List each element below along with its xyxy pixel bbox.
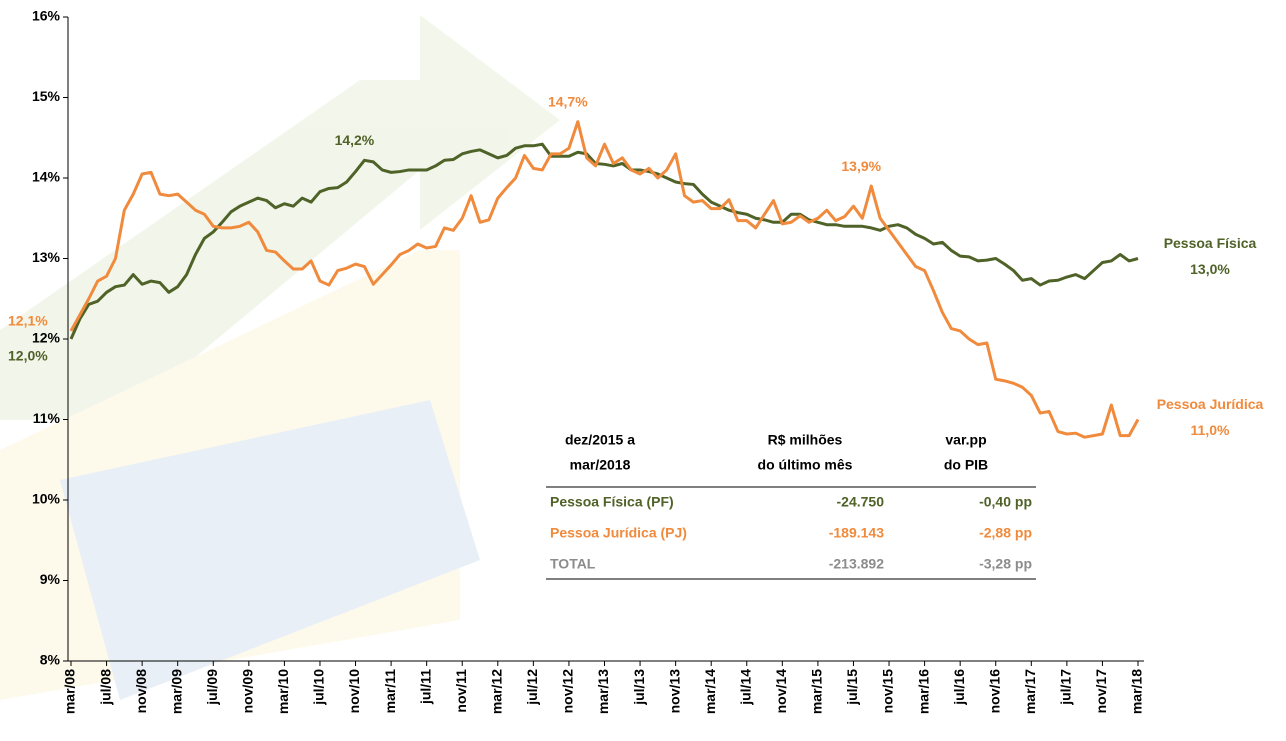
table-header: do último mês — [758, 457, 853, 473]
data-label: 12,1% — [8, 313, 48, 329]
table-cell: Pessoa Jurídica (PJ) — [550, 525, 687, 541]
table-header: R$ milhões — [768, 432, 843, 448]
table-cell: -2,88 pp — [979, 525, 1032, 541]
background — [0, 15, 560, 700]
x-tick-label: mar/14 — [702, 669, 718, 714]
data-label: 11,0% — [1191, 422, 1230, 438]
x-tick-label: nov/15 — [880, 669, 896, 714]
x-tick-label: jul/11 — [417, 669, 433, 705]
table-cell: TOTAL — [550, 556, 596, 572]
x-tick-label: jul/12 — [524, 669, 540, 706]
table-header: mar/2018 — [570, 457, 631, 473]
table-header: do PIB — [944, 457, 988, 473]
x-tick-label: mar/17 — [1022, 669, 1038, 714]
table-header: dez/2015 a — [565, 432, 635, 448]
x-tick-label: mar/08 — [62, 669, 78, 714]
x-tick-label: nov/08 — [133, 669, 149, 714]
x-tick-label: jul/09 — [204, 669, 220, 706]
y-tick-label: 10% — [32, 491, 61, 507]
x-tick-label: nov/16 — [986, 669, 1002, 714]
y-tick-label: 15% — [32, 88, 61, 104]
x-tick-label: nov/11 — [453, 669, 469, 713]
x-tick-label: jul/08 — [97, 669, 113, 706]
data-label: 14,2% — [335, 132, 375, 148]
x-tick-label: jul/16 — [951, 669, 967, 706]
table-cell: -24.750 — [837, 494, 885, 510]
x-tick-label: mar/13 — [595, 669, 611, 714]
y-tick-label: 14% — [32, 169, 61, 185]
table-cell: -213.892 — [829, 556, 884, 572]
x-tick-label: mar/09 — [168, 669, 184, 714]
table-cell: -0,40 pp — [979, 494, 1032, 510]
x-tick-label: jul/15 — [844, 669, 860, 706]
data-label: 13,0% — [1190, 261, 1230, 277]
x-tick-label: nov/12 — [560, 669, 576, 714]
table-cell: Pessoa Física (PF) — [550, 494, 674, 510]
x-tick-label: nov/17 — [1093, 669, 1109, 714]
y-tick-label: 13% — [32, 249, 61, 265]
x-tick-label: mar/15 — [809, 669, 825, 714]
x-tick-label: jul/10 — [311, 669, 327, 706]
x-tick-label: mar/10 — [275, 669, 291, 714]
data-label: 12,0% — [8, 348, 48, 364]
x-tick-label: nov/10 — [346, 669, 362, 714]
y-tick-label: 8% — [40, 652, 61, 668]
chart: 8% 9% 10% 11% 12% 13% 14% 15% 16% mar/08 jul/08 nov… — [0, 0, 1286, 741]
x-tick-label: nov/13 — [666, 669, 682, 714]
table-cell: -3,28 pp — [979, 556, 1032, 572]
series-name: Pessoa Física — [1164, 235, 1257, 251]
data-label: 13,9% — [841, 158, 881, 174]
x-tick-label: nov/09 — [240, 669, 256, 714]
x-tick-label: jul/17 — [1058, 669, 1074, 706]
y-tick-label: 11% — [33, 410, 61, 426]
x-tick-label: nov/14 — [773, 669, 789, 714]
y-tick-label: 12% — [32, 330, 61, 346]
series-name: Pessoa Jurídica — [1157, 396, 1264, 412]
x-tick-label: mar/16 — [915, 669, 931, 714]
x-tick-label: jul/13 — [631, 669, 647, 706]
x-tick-label: mar/11 — [382, 669, 398, 714]
x-tick-label: mar/18 — [1129, 669, 1145, 714]
x-tick-label: mar/12 — [489, 669, 505, 714]
y-tick-label: 16% — [32, 8, 61, 24]
table-cell: -189.143 — [829, 525, 884, 541]
x-tick-label: jul/14 — [737, 669, 753, 706]
y-tick-label: 9% — [40, 571, 61, 587]
data-label: 14,7% — [548, 93, 588, 109]
table-header: var.pp — [945, 432, 986, 448]
